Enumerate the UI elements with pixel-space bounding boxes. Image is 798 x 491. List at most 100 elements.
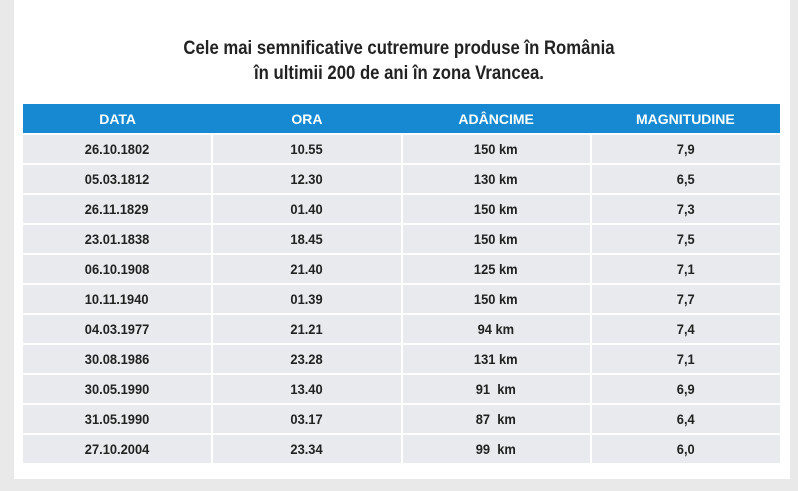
depth-value: 150 km: [474, 141, 518, 157]
cell-date: 26.10.1802: [23, 133, 214, 165]
time-value: 21.21: [290, 321, 323, 337]
cell-magnitude: 7,3: [589, 194, 780, 225]
cell-depth: 130 km: [400, 164, 592, 195]
date-value: 26.11.1829: [85, 201, 149, 217]
table-row: 10.11.1940 01.39 150 km 7,7: [23, 284, 780, 315]
cell-depth: 125 km: [400, 254, 592, 285]
cell-depth: 91 km: [400, 374, 592, 405]
cell-magnitude: 6,5: [589, 164, 780, 195]
cell-time: 10.55: [211, 133, 403, 165]
magnitude-value: 7,1: [676, 351, 695, 367]
cell-time: 18.45: [211, 224, 403, 255]
earthquake-table: DATA ORA ADÂNCIME MAGNITUDINE 26.10.1802…: [23, 104, 780, 465]
magnitude-value: 7,7: [676, 291, 695, 307]
depth-value: 150 km: [474, 291, 518, 307]
cell-magnitude: 7,7: [589, 284, 780, 315]
cell-depth: 94 km: [400, 314, 592, 345]
date-value: 30.05.1990: [84, 381, 150, 397]
cell-date: 06.10.1908: [23, 254, 214, 285]
table-header-row: DATA ORA ADÂNCIME MAGNITUDINE: [23, 104, 780, 134]
table-row: 30.08.1986 23.28 131 km 7,1: [23, 344, 780, 375]
time-value: 18.45: [290, 231, 323, 247]
depth-value: 131 km: [474, 351, 518, 367]
cell-depth: 150 km: [400, 194, 592, 225]
cell-depth: 87 km: [400, 404, 592, 435]
depth-value: 91 km: [476, 381, 517, 397]
cell-time: 21.21: [211, 314, 403, 345]
table-row: 04.03.1977 21.21 94 km 7,4: [23, 314, 780, 345]
depth-value: 94 km: [477, 321, 515, 337]
table-row: 27.10.2004 23.34 99 km 6,0: [23, 434, 780, 465]
time-value: 10.55: [290, 141, 323, 157]
magnitude-value: 7,5: [676, 231, 695, 247]
date-value: 27.10.2004: [84, 441, 150, 457]
header-ora: ORA: [212, 104, 402, 134]
cell-magnitude: 7,9: [589, 133, 780, 165]
cell-magnitude: 7,5: [589, 224, 780, 255]
cell-magnitude: 6,9: [589, 374, 780, 405]
cell-time: 01.40: [211, 194, 403, 225]
time-value: 01.39: [290, 291, 323, 307]
header-adancime: ADÂNCIME: [401, 104, 591, 134]
cell-time: 12.30: [211, 164, 403, 195]
cell-magnitude: 7,4: [589, 314, 780, 345]
date-value: 10.11.1940: [85, 291, 149, 307]
cell-date: 04.03.1977: [23, 314, 214, 345]
table-row: 06.10.1908 21.40 125 km 7,1: [23, 254, 780, 285]
cell-date: 05.03.1812: [23, 164, 214, 195]
magnitude-value: 7,4: [676, 321, 695, 337]
cell-depth: 150 km: [400, 224, 592, 255]
depth-value: 87 km: [476, 411, 517, 427]
table-row: 23.01.1838 18.45 150 km 7,5: [23, 224, 780, 255]
table-row: 30.05.1990 13.40 91 km 6,9: [23, 374, 780, 405]
cell-magnitude: 6,0: [589, 434, 780, 465]
time-value: 03.17: [290, 411, 323, 427]
date-value: 31.05.1990: [84, 411, 150, 427]
date-value: 26.10.1802: [84, 141, 150, 157]
time-value: 23.34: [290, 441, 323, 457]
cell-date: 10.11.1940: [23, 284, 214, 315]
cell-magnitude: 6,4: [589, 404, 780, 435]
header-magnitudine: MAGNITUDINE: [590, 104, 780, 134]
cell-magnitude: 7,1: [589, 344, 780, 375]
time-value: 01.40: [290, 201, 323, 217]
cell-time: 21.40: [211, 254, 403, 285]
magnitude-value: 7,3: [676, 201, 695, 217]
magnitude-value: 6,9: [676, 381, 695, 397]
date-value: 30.08.1986: [84, 351, 150, 367]
table-row: 26.11.1829 01.40 150 km 7,3: [23, 194, 780, 225]
cell-time: 23.28: [211, 344, 403, 375]
date-value: 23.01.1838: [84, 231, 150, 247]
table-row: 31.05.1990 03.17 87 km 6,4: [23, 404, 780, 435]
magnitude-value: 6,4: [676, 411, 695, 427]
magnitude-value: 6,0: [676, 441, 695, 457]
magnitude-value: 7,9: [676, 141, 695, 157]
cell-depth: 150 km: [400, 133, 592, 165]
depth-value: 99 km: [476, 441, 517, 457]
depth-value: 125 km: [474, 261, 518, 277]
magnitude-value: 6,5: [676, 171, 695, 187]
cell-depth: 131 km: [400, 344, 592, 375]
cell-depth: 150 km: [400, 284, 592, 315]
cell-date: 30.08.1986: [23, 344, 214, 375]
cell-time: 03.17: [211, 404, 403, 435]
depth-value: 130 km: [474, 171, 518, 187]
header-data: DATA: [23, 104, 213, 134]
depth-value: 150 km: [474, 231, 518, 247]
time-value: 12.30: [290, 171, 323, 187]
cell-date: 27.10.2004: [23, 434, 214, 465]
date-value: 06.10.1908: [84, 261, 150, 277]
table-row: 05.03.1812 12.30 130 km 6,5: [23, 164, 780, 195]
page-title: Cele mai semnificative cutremure produse…: [48, 36, 750, 86]
cell-date: 31.05.1990: [23, 404, 214, 435]
time-value: 23.28: [290, 351, 323, 367]
title-line-2: în ultimii 200 de ani în zona Vrancea.: [254, 63, 544, 84]
date-value: 05.03.1812: [84, 171, 150, 187]
cell-magnitude: 7,1: [589, 254, 780, 285]
cell-date: 23.01.1838: [23, 224, 214, 255]
cell-time: 13.40: [211, 374, 403, 405]
cell-time: 23.34: [211, 434, 403, 465]
magnitude-value: 7,1: [676, 261, 695, 277]
table-row: 26.10.1802 10.55 150 km 7,9: [23, 133, 780, 165]
cell-date: 30.05.1990: [23, 374, 214, 405]
